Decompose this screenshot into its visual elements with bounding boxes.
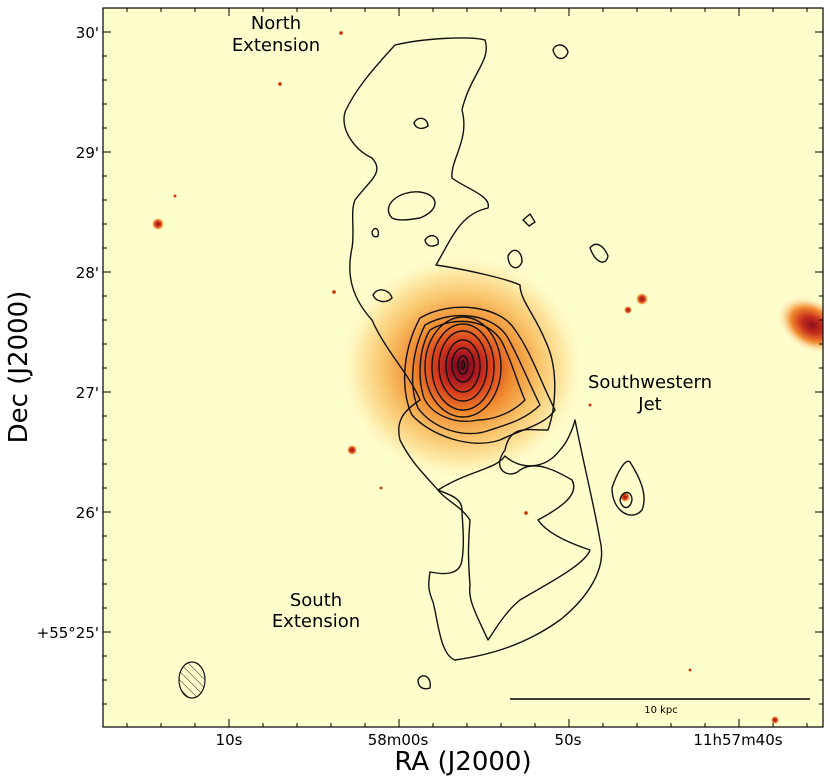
- blob-contour: [424, 234, 439, 247]
- annotation-north-line1: North: [251, 13, 301, 34]
- star: [523, 510, 529, 516]
- outer-contour-south: [428, 419, 603, 661]
- core-contour: [403, 306, 556, 444]
- star: [624, 306, 632, 314]
- y-tick-label-28: 28': [76, 264, 99, 282]
- x-tick-label-11h57m40s: 11h57m40s: [693, 731, 782, 749]
- x-axis-label: RA (J2000): [394, 747, 531, 777]
- star: [771, 716, 779, 724]
- blob-contour: [372, 289, 393, 303]
- x-tick-label-58m00s: 58m00s: [368, 731, 429, 749]
- y-axis-label: Dec (J2000): [4, 291, 34, 444]
- blob-contour: [589, 243, 609, 263]
- blob-contour: [522, 213, 536, 227]
- blob-contour: [371, 227, 380, 238]
- y-tick-label-30: 30': [76, 24, 99, 42]
- star: [347, 445, 357, 455]
- annotation-south-line2: Extension: [272, 611, 360, 632]
- x-tick-label-10s: 10s: [216, 731, 243, 749]
- annotation-north-line2: Extension: [232, 35, 320, 56]
- blob-contour: [413, 117, 429, 130]
- annotation-southwestern-line1: Southwestern: [588, 372, 712, 393]
- core-contour: [438, 330, 488, 402]
- scale-bar-label: 10 kpc: [644, 705, 678, 716]
- core-contour: [411, 314, 541, 435]
- blob-contour: [619, 491, 633, 509]
- outer-contour-north: [343, 37, 591, 641]
- star: [277, 81, 283, 87]
- core-contour: [431, 323, 495, 411]
- annotation-south-line1: South: [290, 590, 342, 611]
- core-contour: [457, 355, 469, 375]
- core-contour: [460, 360, 466, 370]
- core-contour: [424, 316, 502, 418]
- y-tick-label-25: +55°25': [37, 624, 99, 642]
- blob-contour: [552, 44, 569, 60]
- edge-galaxy: [776, 295, 823, 355]
- x-tick-label-50s: 50s: [555, 731, 582, 749]
- star: [338, 30, 344, 36]
- core-contour: [451, 347, 475, 383]
- inner-contour-north: [387, 191, 436, 221]
- star: [636, 293, 648, 305]
- star: [588, 403, 592, 407]
- star: [331, 289, 337, 295]
- beam-ellipse: [178, 661, 206, 699]
- annotation-southwestern-line2: Jet: [637, 394, 661, 415]
- star: [152, 218, 164, 230]
- y-tick-label-26: 26': [76, 504, 99, 522]
- core-contour: [445, 339, 481, 393]
- y-tick-label-29: 29': [76, 144, 99, 162]
- radio-contours: [343, 37, 645, 690]
- blob-contour: [417, 675, 431, 690]
- star: [688, 668, 692, 672]
- blob-contour: [611, 460, 645, 516]
- y-tick-label-27: 27': [76, 384, 99, 402]
- star: [379, 486, 383, 490]
- blob-contour: [507, 249, 523, 269]
- star: [173, 194, 177, 198]
- core-contour: [419, 320, 526, 422]
- axis-ticks: [103, 7, 823, 727]
